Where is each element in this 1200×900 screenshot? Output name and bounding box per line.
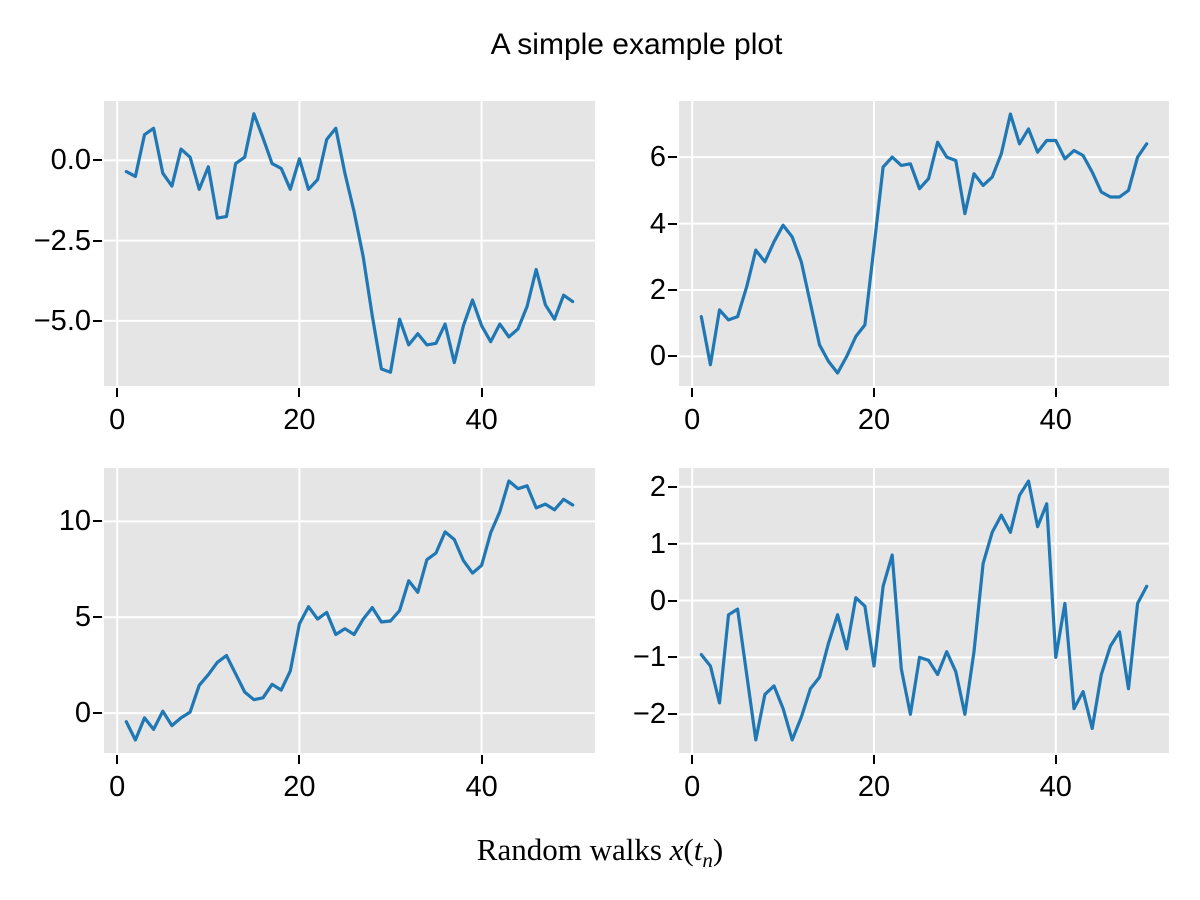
y-tick-mark (668, 542, 677, 545)
subplot-bottom-right: 2 1 0 −1 −2 0 20 40 (633, 468, 1169, 802)
y-tick-mark (668, 656, 677, 659)
y-tick-label: 6 (649, 141, 666, 174)
x-tick-label: 20 (857, 404, 891, 436)
x-tick-label: 40 (1039, 404, 1072, 436)
data-line-bottom-left (124, 479, 575, 742)
x-tick-label: 20 (283, 404, 316, 436)
plot-canvas-top-right (679, 101, 1169, 386)
data-line-top-left (124, 112, 575, 374)
x-tick-mark (480, 388, 483, 397)
plot-canvas-bottom-right (679, 468, 1169, 753)
y-tick-label: 5 (74, 601, 91, 634)
x-tick-label: 40 (465, 771, 498, 803)
y-tick-label: 10 (58, 505, 91, 538)
y-tick-mark (93, 319, 102, 322)
x-tick-label: 40 (1039, 771, 1072, 803)
x-axis-label-text: Random walks (476, 832, 670, 867)
plot-area-bottom-right (679, 468, 1169, 753)
y-tick-mark (668, 713, 677, 716)
y-tick-mark (93, 616, 102, 619)
data-line-bottom-right (699, 479, 1149, 742)
y-tick-mark (93, 239, 102, 242)
y-tick-label: 4 (649, 207, 666, 240)
x-tick-mark (298, 388, 301, 397)
y-tick-label: −5.0 (33, 304, 91, 337)
x-tick-label: 0 (109, 404, 126, 436)
y-tick-label: 0.0 (50, 144, 91, 177)
y-tick-label: 2 (649, 274, 666, 306)
data-line-top-right (699, 112, 1149, 375)
y-tick-mark (93, 520, 102, 523)
math-subscript-n: n (702, 848, 713, 873)
y-tick-mark (668, 485, 677, 488)
y-tick-mark (668, 156, 677, 159)
y-tick-mark (93, 712, 102, 715)
x-tick-label: 20 (857, 771, 891, 803)
plot-area-top-right (679, 101, 1169, 386)
y-tick-mark (668, 289, 677, 291)
x-tick-mark (480, 755, 483, 764)
subplot-top-left: 0.0 −2.5 −5.0 0 20 40 (34, 101, 595, 435)
y-tick-label: −2 (632, 698, 666, 731)
y-tick-label: 1 (649, 527, 666, 560)
plot-area-top-left (104, 101, 595, 386)
x-tick-label: 20 (283, 771, 316, 803)
plot-area-bottom-left (104, 468, 595, 753)
x-tick-mark (116, 755, 119, 764)
x-tick-mark (873, 388, 875, 397)
plot-canvas-bottom-left (104, 468, 595, 753)
x-tick-label: 0 (684, 404, 701, 436)
x-tick-label: 0 (684, 771, 701, 803)
y-tick-label: 0 (74, 697, 91, 730)
subplot-top-right: 6 4 2 0 0 20 40 (650, 101, 1169, 435)
y-tick-label: 0 (649, 340, 666, 373)
open-paren: ( (683, 832, 694, 867)
math-var-t: t (693, 832, 703, 867)
y-tick-mark (668, 222, 677, 225)
y-tick-mark (668, 599, 677, 602)
x-tick-mark (691, 388, 694, 397)
close-paren: ) (712, 832, 724, 867)
y-tick-mark (668, 355, 677, 358)
x-axis-label: Random walks x(tn) (0, 832, 1200, 871)
y-tick-label: −1 (632, 641, 666, 674)
subplot-bottom-left: 10 5 0 0 20 40 (59, 468, 595, 802)
x-tick-label: 40 (465, 404, 498, 436)
plot-canvas-top-left (104, 101, 595, 386)
y-tick-label: 2 (649, 470, 666, 503)
x-tick-mark (1054, 388, 1057, 397)
x-tick-mark (1054, 755, 1057, 764)
y-tick-label: 0 (649, 584, 666, 617)
x-tick-mark (116, 388, 119, 397)
x-tick-label: 0 (109, 771, 126, 803)
x-tick-mark (298, 755, 301, 764)
figure-title: A simple example plot (490, 28, 783, 61)
math-var-x: x (669, 832, 684, 867)
y-tick-mark (93, 159, 102, 162)
y-tick-label: −2.5 (33, 224, 91, 257)
x-tick-mark (691, 755, 694, 764)
x-tick-mark (873, 755, 875, 764)
